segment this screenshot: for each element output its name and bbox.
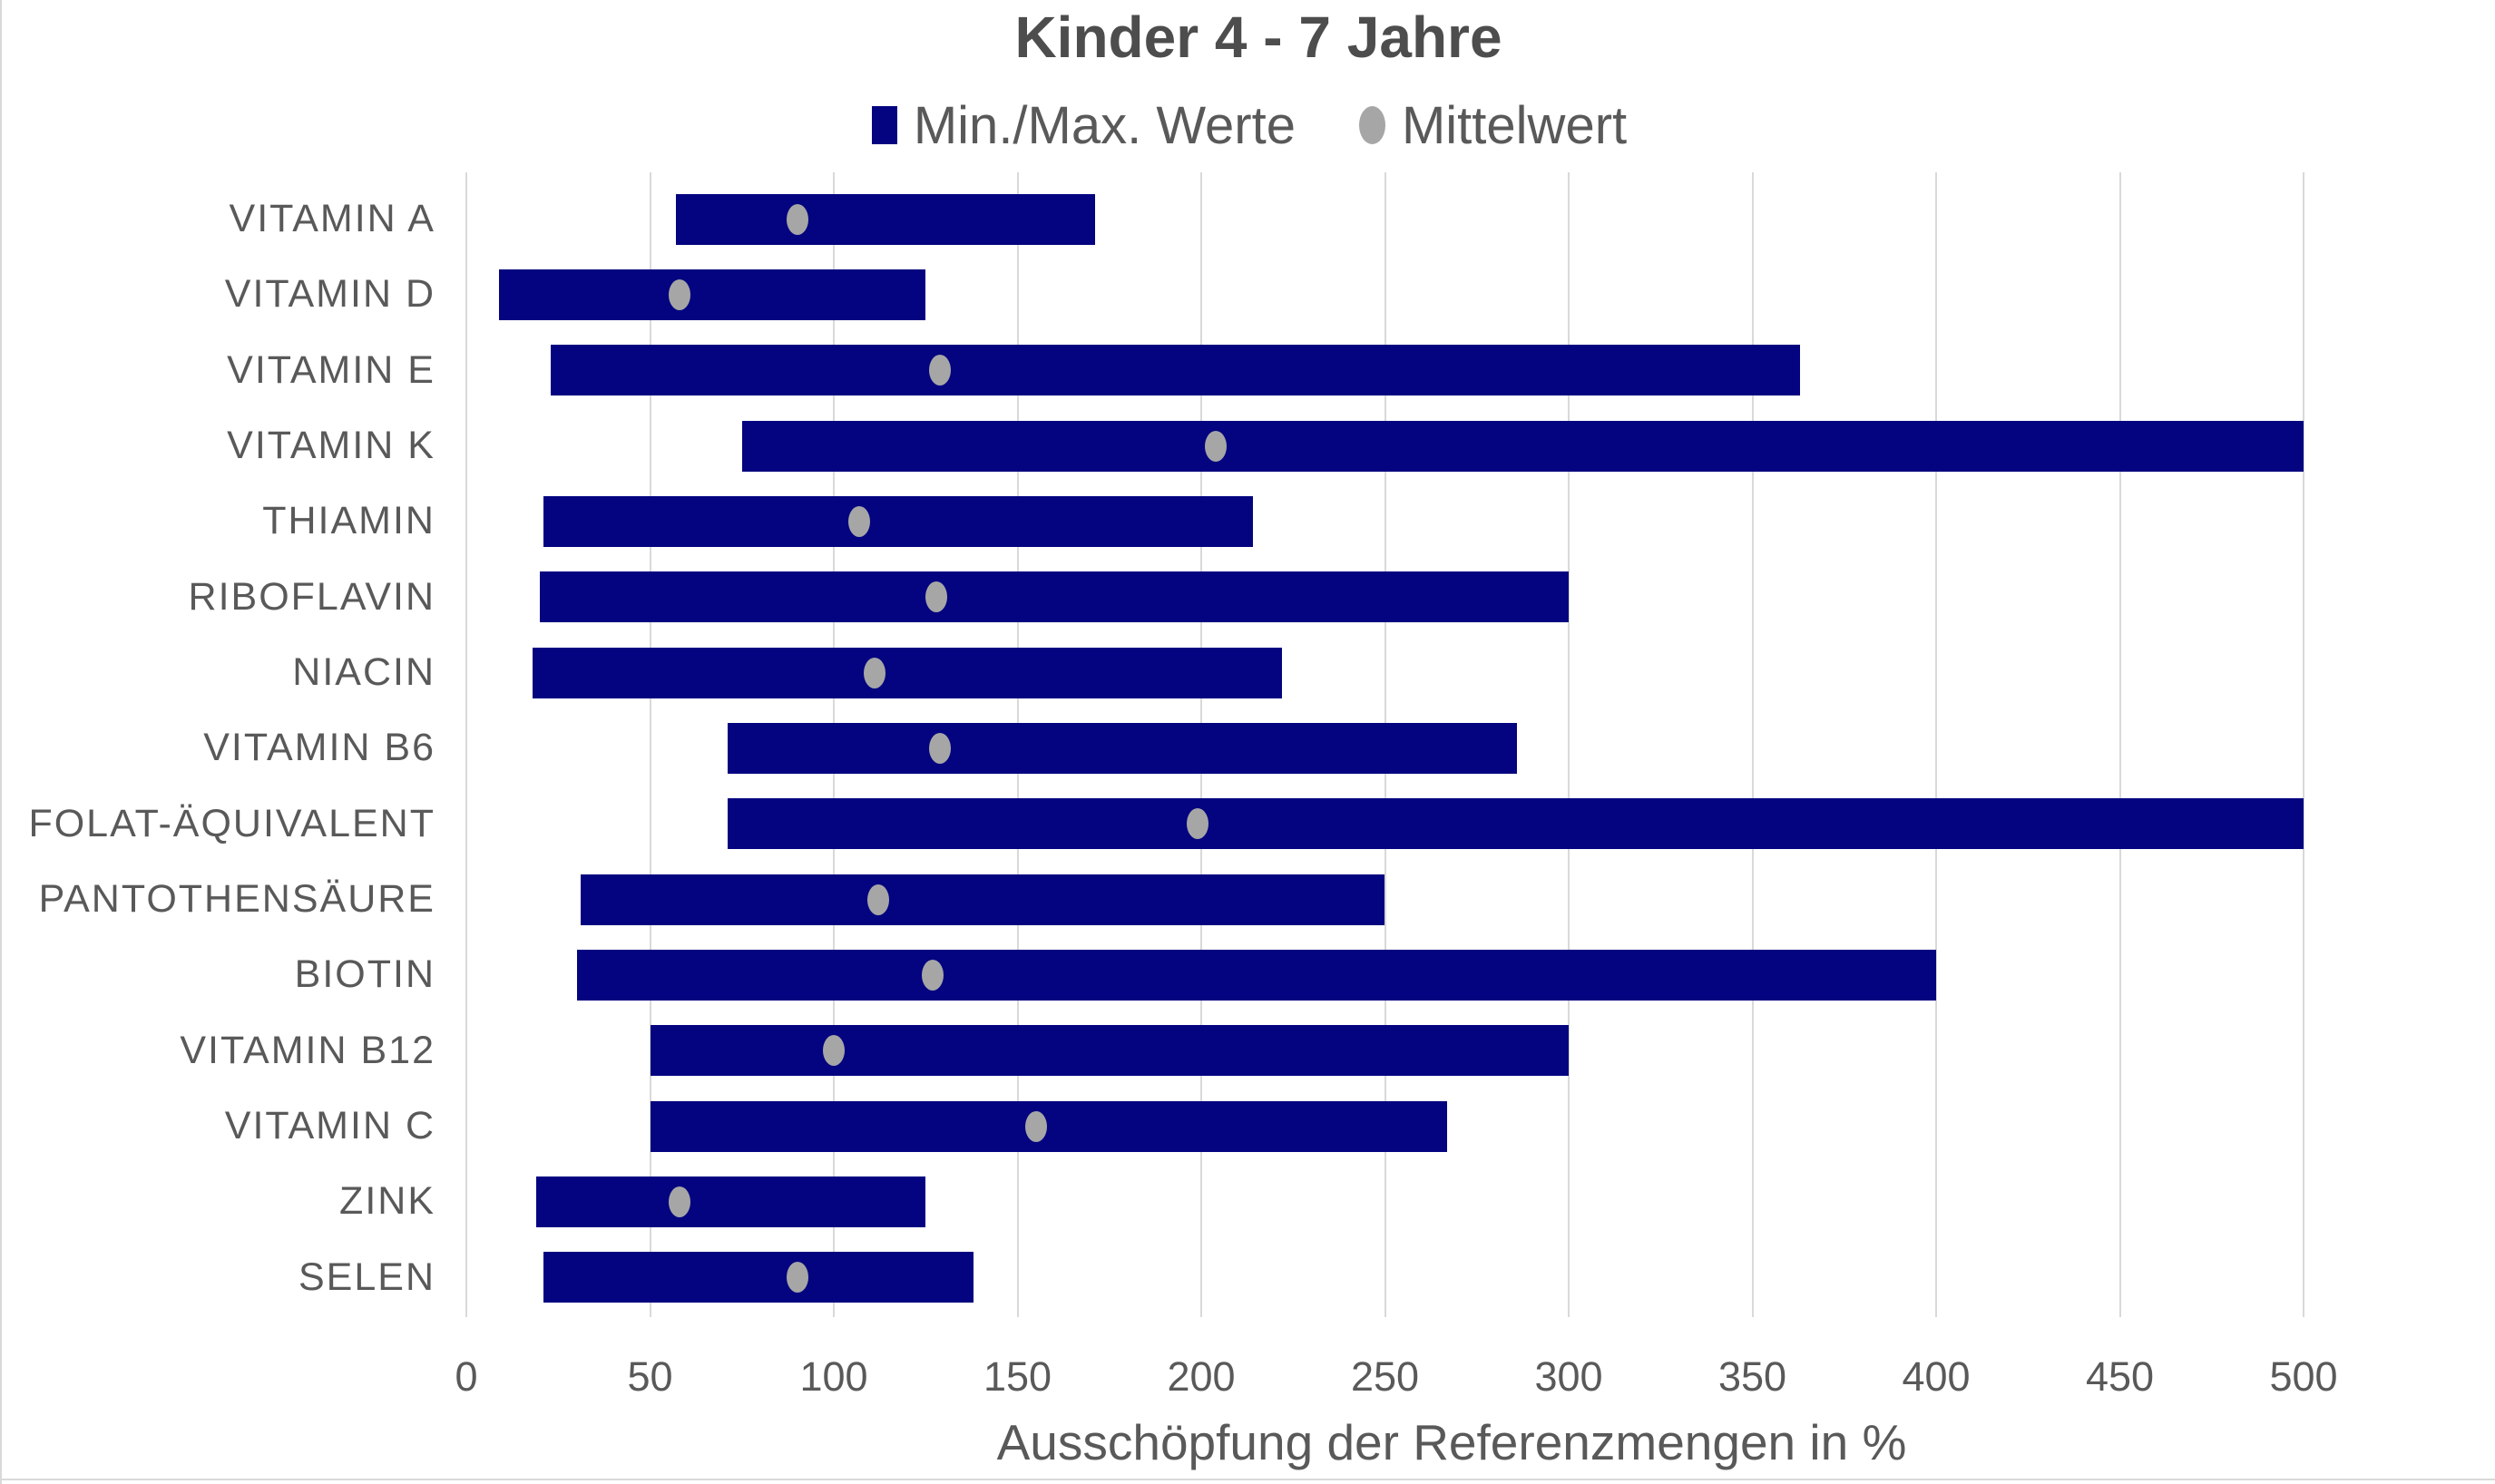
bottom-edge-divider — [2, 1479, 2495, 1480]
range-bar — [576, 950, 1936, 1001]
mean-dot — [929, 733, 952, 764]
category-label: VITAMIN E — [227, 347, 435, 392]
range-bar — [532, 647, 1283, 698]
category-label: VITAMIN B12 — [180, 1028, 435, 1072]
mean-dot — [668, 279, 690, 310]
gridline-450 — [2118, 172, 2121, 1317]
x-tick-label-0: 0 — [455, 1353, 478, 1400]
x-tick-label-300: 300 — [1534, 1353, 1603, 1400]
plot-area — [466, 181, 2304, 1315]
category-label: VITAMIN C — [224, 1104, 435, 1148]
category-labels: VITAMIN A VITAMIN D VITAMIN E VITAMIN K THIA… — [2, 181, 435, 1315]
range-bar — [650, 1100, 1448, 1152]
mean-dot — [866, 884, 889, 915]
x-tick-label-500: 500 — [2269, 1353, 2338, 1400]
category-label: VITAMIN K — [227, 424, 435, 468]
mean-dot — [823, 1035, 845, 1067]
x-tick-label-450: 450 — [2085, 1353, 2155, 1400]
category-label: NIACIN — [292, 650, 435, 695]
range-bar — [727, 798, 2304, 850]
category-label: VITAMIN A — [229, 197, 435, 241]
mean-dot — [848, 506, 871, 537]
range-bar — [741, 420, 2304, 472]
gridline-500 — [2303, 172, 2304, 1317]
mean-dot — [668, 1186, 690, 1217]
mean-dot — [1205, 430, 1228, 462]
range-bar — [543, 1252, 974, 1303]
legend-item-mittelwert: Mittelwert — [1358, 95, 1628, 156]
category-label: PANTOTHENSÄURE — [38, 877, 435, 922]
mean-dot — [925, 581, 948, 613]
mean-dot — [922, 960, 944, 991]
range-bar — [650, 1025, 1569, 1077]
mean-dot — [1186, 808, 1208, 840]
legend-item-minmax: Min./Max. Werte — [871, 95, 1296, 156]
category-label: FOLAT-ÄQUIVALENT — [28, 801, 435, 845]
range-bar — [540, 571, 1569, 623]
x-tick-label-50: 50 — [627, 1353, 673, 1400]
x-tick-label-100: 100 — [799, 1353, 868, 1400]
gridline-400 — [1935, 172, 1937, 1317]
x-tick-label-250: 250 — [1350, 1353, 1420, 1400]
x-tick-label-350: 350 — [1717, 1353, 1787, 1400]
legend-label-minmax: Min./Max. Werte — [913, 95, 1296, 155]
gridline-300 — [1568, 172, 1570, 1317]
mean-dot — [863, 657, 885, 688]
category-label: VITAMIN B6 — [203, 726, 435, 770]
gridline-50 — [649, 172, 651, 1317]
category-label: VITAMIN D — [224, 272, 435, 317]
range-bar — [543, 496, 1253, 547]
mittelwert-circle-icon — [1358, 106, 1385, 144]
category-label: BIOTIN — [294, 952, 435, 997]
mean-dot — [929, 355, 952, 386]
mean-dot — [786, 203, 808, 235]
minmax-square-icon — [871, 106, 897, 144]
range-bar — [580, 874, 1385, 925]
range-bar — [499, 269, 926, 320]
legend-label-mittelwert: Mittelwert — [1401, 95, 1628, 155]
mean-dot — [1024, 1110, 1047, 1142]
category-label: ZINK — [339, 1179, 435, 1224]
legend: Min./Max. Werte Mittelwert — [2, 87, 2495, 163]
category-label: RIBOFLAVIN — [188, 574, 435, 619]
x-axis-ticks: 0 50 100 150 200 250 300 350 400 450 500 — [2, 1356, 2495, 1401]
category-label: THIAMIN — [262, 499, 435, 543]
mean-dot — [786, 1262, 808, 1294]
gridline-350 — [1751, 172, 1754, 1317]
chart-title: Kinder 4 - 7 Jahre — [1014, 5, 1502, 70]
x-axis-title: Ausschöpfung der Referenzmengen in % — [996, 1414, 1907, 1470]
x-tick-label-200: 200 — [1167, 1353, 1236, 1400]
x-tick-label-400: 400 — [1902, 1353, 1971, 1400]
range-bar — [551, 345, 1801, 396]
category-label: SELEN — [298, 1255, 435, 1299]
x-tick-label-150: 150 — [983, 1353, 1052, 1400]
range-bar — [727, 723, 1518, 774]
range-bar — [675, 193, 1095, 245]
gridline-0 — [465, 172, 467, 1317]
range-bar — [535, 1176, 926, 1227]
